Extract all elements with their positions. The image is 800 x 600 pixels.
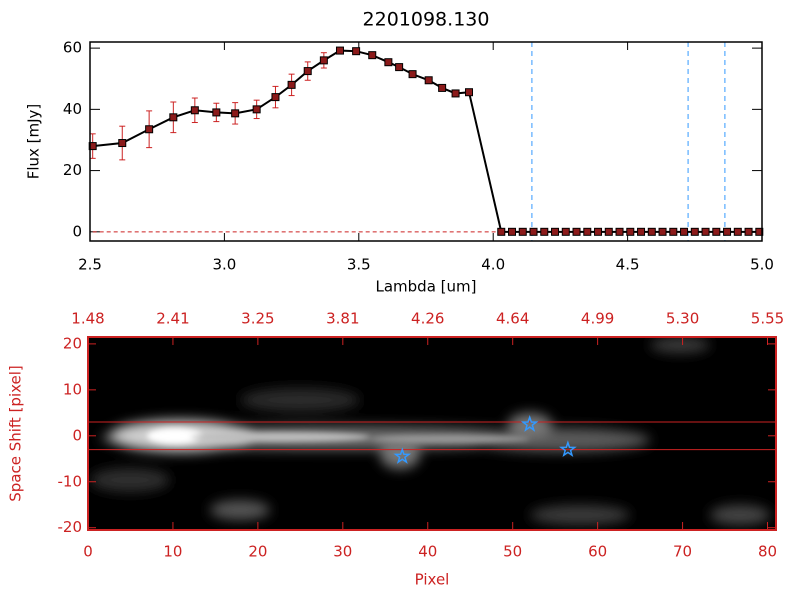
top-x-tick-label: 3.81: [326, 310, 359, 328]
data-point: [637, 227, 646, 236]
data-point: [551, 227, 560, 236]
data-point: [88, 142, 97, 151]
data-point: [712, 227, 721, 236]
top-x-tick-label: 2.41: [156, 310, 189, 328]
star-marker: [393, 447, 412, 464]
x-tick-label: 20: [248, 543, 267, 561]
data-point: [561, 227, 570, 236]
x-axis-label: Lambda [um]: [376, 278, 477, 296]
data-point: [118, 139, 127, 148]
x-tick-label: 30: [333, 543, 352, 561]
chart-title: 2201098.130: [363, 9, 490, 31]
x-axis-label: Pixel: [415, 571, 450, 589]
data-point: [335, 46, 344, 55]
data-point: [271, 93, 280, 102]
y-tick-label: 0: [72, 426, 82, 444]
data-point: [497, 227, 506, 236]
data-point: [755, 227, 764, 236]
top-x-tick-label: 3.25: [241, 310, 274, 328]
data-point: [615, 227, 624, 236]
data-point: [701, 227, 710, 236]
data-point: [690, 227, 699, 236]
y-tick-label: -20: [58, 518, 83, 536]
y-tick-label: -10: [58, 472, 83, 490]
top-x-tick-label: 1.48: [71, 310, 104, 328]
top-x-tick-label: 4.99: [581, 310, 614, 328]
y-tick-label: 20: [63, 161, 82, 179]
data-point: [190, 106, 199, 115]
x-tick-label: 40: [418, 543, 437, 561]
data-point: [169, 113, 178, 122]
data-point: [368, 51, 377, 60]
data-point: [529, 227, 538, 236]
plot-frame: [89, 41, 763, 242]
x-tick-label: 70: [673, 543, 692, 561]
data-point: [319, 56, 328, 65]
data-point: [658, 227, 667, 236]
data-point: [212, 108, 221, 117]
x-tick-label: 4.5: [616, 256, 640, 274]
y-axis-label: Flux [mJy]: [25, 104, 43, 180]
data-point: [145, 125, 154, 134]
data-point: [384, 58, 393, 67]
data-point: [508, 227, 517, 236]
x-tick-label: 0: [83, 543, 93, 561]
x-tick-label: 2.5: [78, 256, 102, 274]
data-point: [604, 227, 613, 236]
data-point: [395, 63, 404, 72]
star-marker: [559, 440, 577, 458]
data-point: [424, 76, 433, 85]
data-point: [408, 70, 417, 79]
x-tick-label: 3.0: [212, 256, 236, 274]
x-tick-label: 4.0: [481, 256, 505, 274]
data-point: [583, 227, 592, 236]
data-point: [303, 67, 312, 76]
x-tick-label: 50: [503, 543, 522, 561]
x-tick-label: 10: [163, 543, 182, 561]
star-marker: [520, 415, 539, 432]
data-point: [647, 227, 656, 236]
x-tick-label: 80: [758, 543, 777, 561]
data-point: [733, 227, 742, 236]
data-point: [669, 227, 678, 236]
y-tick-label: 0: [72, 222, 82, 240]
data-point: [231, 109, 240, 118]
top-x-tick-label: 5.30: [666, 310, 699, 328]
data-point: [352, 47, 361, 56]
data-point: [744, 227, 753, 236]
y-tick-label: 40: [63, 100, 82, 118]
y-tick-label: 20: [63, 334, 82, 352]
y-axis-label: Space Shift [pixel]: [7, 365, 25, 502]
image-frame: [87, 336, 777, 531]
data-point: [252, 105, 261, 114]
data-point: [572, 227, 581, 236]
data-point: [626, 227, 635, 236]
top-x-tick-label: 5.55: [751, 310, 784, 328]
data-point: [540, 227, 549, 236]
data-point: [518, 227, 527, 236]
data-point: [594, 227, 603, 236]
data-point: [465, 88, 474, 97]
data-point: [438, 83, 447, 92]
data-point: [680, 227, 689, 236]
data-point: [723, 227, 732, 236]
y-tick-label: 60: [63, 39, 82, 57]
top-x-tick-label: 4.26: [411, 310, 444, 328]
x-tick-label: 3.5: [347, 256, 371, 274]
top-x-tick-label: 4.64: [496, 310, 529, 328]
data-point: [451, 89, 460, 98]
spectrum-image: [88, 337, 776, 530]
data-point: [287, 80, 296, 89]
x-tick-label: 5.0: [750, 256, 774, 274]
y-tick-label: 10: [63, 380, 82, 398]
x-tick-label: 60: [588, 543, 607, 561]
